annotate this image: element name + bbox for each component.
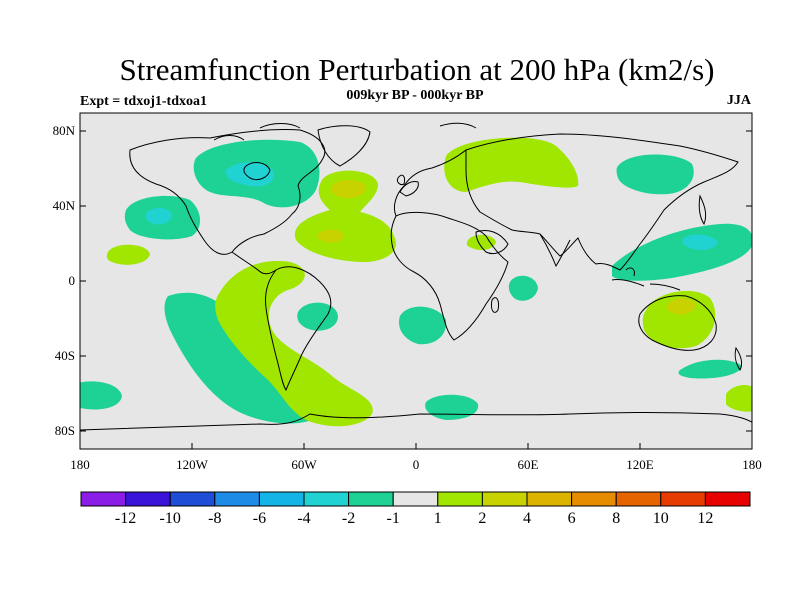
colorbar-swatch <box>125 491 171 507</box>
region-west-pacific-low <box>612 223 752 281</box>
lat-label-40n: 40N <box>53 198 76 213</box>
region-tropical-atlantic-core <box>317 229 344 243</box>
coastlines <box>80 122 752 431</box>
colorbar-swatch <box>80 491 127 507</box>
region-south-indian-low <box>398 306 447 345</box>
colorbar-swatch <box>615 491 662 507</box>
season-label: JJA <box>726 93 751 108</box>
colorbar-swatch <box>571 491 617 507</box>
colorbar-label: -10 <box>160 510 181 527</box>
colorbar-label: -4 <box>297 510 310 527</box>
lon-tick-marks <box>79 443 753 449</box>
region-hudson-bay-core <box>225 161 275 187</box>
region-siberia-high <box>444 137 579 192</box>
region-southern-ocean-low-east <box>678 359 742 379</box>
lon-label-180e: 180 <box>742 457 762 472</box>
colorbar-swatch <box>660 491 706 507</box>
region-north-atlantic-core <box>331 180 367 198</box>
chart-title: Streamfunction Perturbation at 200 hPa (… <box>119 52 715 87</box>
region-australia-high <box>642 290 716 349</box>
colorbar-swatch <box>392 491 439 507</box>
contour-layer <box>80 122 752 431</box>
region-west-pacific-core <box>682 234 718 250</box>
lat-tick-labels: 80N 40N 0 40S 80S <box>53 123 76 438</box>
colorbar-label: 6 <box>568 510 576 527</box>
lat-label-80n: 80N <box>53 123 76 138</box>
colorbar-label: 4 <box>523 510 531 527</box>
colorbar-label: 8 <box>612 510 620 527</box>
period-subtitle: 009kyr BP - 000kyr BP <box>346 88 484 103</box>
lon-label-180w: 180 <box>70 457 90 472</box>
region-south-atlantic-low <box>297 302 338 331</box>
colorbar-swatch <box>704 491 751 507</box>
colorbar-label: 2 <box>478 510 486 527</box>
colorbar-label: 1 <box>434 510 442 527</box>
colorbar-swatch <box>481 491 528 507</box>
lon-label-120e: 120E <box>626 457 654 472</box>
lat-label-80s: 80S <box>55 423 75 438</box>
lon-label-60w: 60W <box>291 457 317 472</box>
region-north-indian-high <box>466 234 496 250</box>
region-north-pacific-core <box>145 208 172 225</box>
lat-label-40s: 40S <box>55 348 75 363</box>
colorbar-label: 10 <box>653 510 669 527</box>
colorbar-swatch <box>258 491 305 507</box>
lat-tick-marks <box>80 130 752 432</box>
colorbar-swatch <box>526 491 573 507</box>
region-southern-ocean-low-west <box>80 381 122 410</box>
region-south-america-high <box>215 261 373 427</box>
colorbar-swatch <box>169 491 216 507</box>
colorbar-swatch <box>348 491 394 507</box>
colorbar-label: -1 <box>387 510 400 527</box>
colorbar: -12 -10 -8 -6 -4 -2 -1 1 2 4 6 8 10 12 <box>80 491 751 527</box>
lon-label-120w: 120W <box>176 457 209 472</box>
colorbar-label: 12 <box>697 510 713 527</box>
region-east-siberia-low <box>616 154 694 195</box>
colorbar-swatch <box>214 491 260 507</box>
lon-tick-labels: 180 120W 60W 0 60E 120E 180 <box>70 457 762 472</box>
lat-label-0: 0 <box>69 273 76 288</box>
colorbar-swatch <box>303 491 350 507</box>
colorbar-label: -8 <box>208 510 221 527</box>
experiment-label: Expt = tdxoj1-tdxoa1 <box>80 94 207 109</box>
colorbar-swatch <box>437 491 483 507</box>
region-australia-east-high <box>726 385 752 412</box>
region-east-africa-low <box>508 275 538 301</box>
region-australia-core <box>666 298 696 315</box>
colorbar-label: -12 <box>115 510 136 527</box>
lon-label-60e: 60E <box>518 457 539 472</box>
colorbar-label: -6 <box>253 510 266 527</box>
lon-label-0: 0 <box>413 457 420 472</box>
colorbar-label: -2 <box>342 510 355 527</box>
region-south-pacific-high <box>106 244 150 265</box>
